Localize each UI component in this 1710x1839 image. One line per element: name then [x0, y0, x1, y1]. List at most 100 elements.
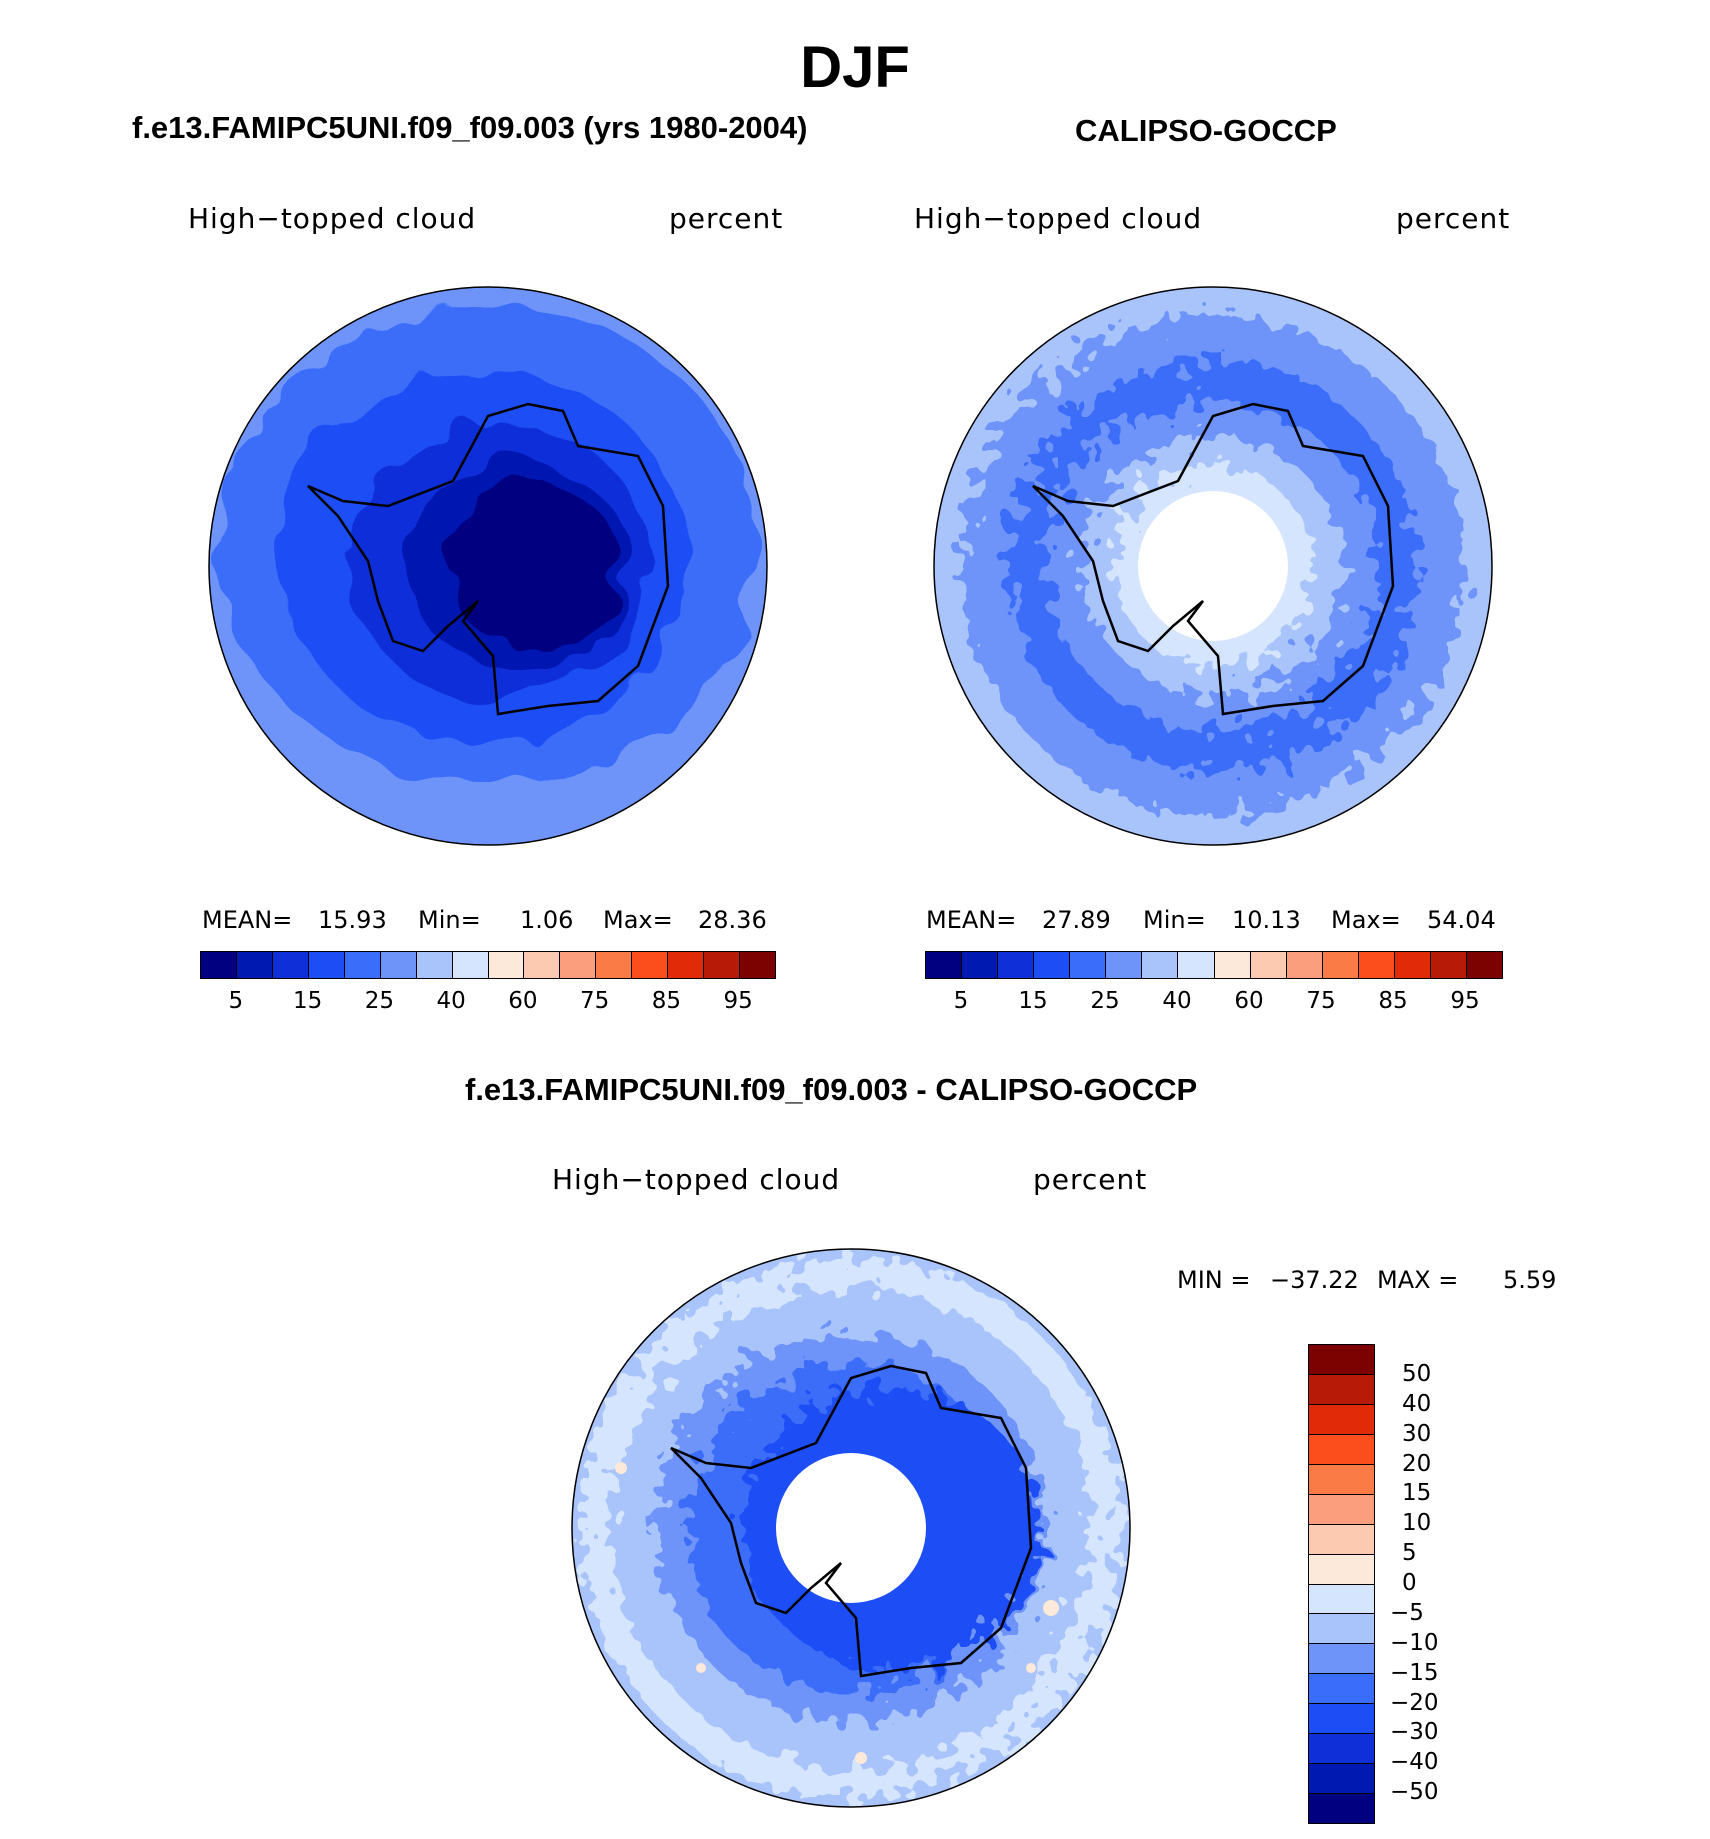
obs-mean-value: 27.89 [1042, 906, 1111, 934]
obs-missing-data-hole [1138, 491, 1288, 641]
model-mean-value: 15.93 [318, 906, 387, 934]
obs-colorbar-swatch [1214, 952, 1251, 978]
diff-max-label: MAX = [1377, 1266, 1459, 1294]
obs-colorbar-swatch [1250, 952, 1287, 978]
diff-colorbar-tick-label: −5 [1390, 1599, 1424, 1626]
diff-colorbar-swatch [1309, 1434, 1374, 1465]
model-colorbar-swatch [272, 952, 309, 978]
diff-colorbar-swatch [1309, 1794, 1374, 1823]
diff-missing-data-hole [776, 1453, 926, 1603]
diff-colorbar-tick-label: 10 [1402, 1510, 1432, 1537]
model-mean-label: MEAN= [202, 906, 293, 934]
model-colorbar-swatch [632, 952, 669, 978]
model-colorbar-tick-label: 60 [508, 988, 538, 1014]
model-colorbar-swatch [524, 952, 561, 978]
obs-colorbar-swatch [1466, 952, 1502, 978]
obs-colorbar-swatch [1286, 952, 1323, 978]
diff-colorbar-tick-label: −50 [1390, 1779, 1439, 1806]
obs-panel-title: CALIPSO-GOCCP [1075, 113, 1337, 148]
model-min-label: Min= [418, 906, 481, 934]
diff-colorbar-tick-label: 0 [1402, 1570, 1417, 1596]
model-variable-label: High−topped cloud [188, 202, 477, 235]
obs-colorbar-swatch [926, 952, 963, 978]
diff-colorbar-swatch [1309, 1614, 1374, 1645]
obs-min-label: Min= [1143, 906, 1206, 934]
antarctica-coastline [307, 402, 670, 716]
diff-min-value: −37.22 [1270, 1266, 1359, 1294]
obs-colorbar-swatch [1322, 952, 1359, 978]
model-polar-map [208, 286, 768, 846]
model-colorbar-tick-label: 5 [228, 988, 244, 1014]
model-colorbar-swatch [452, 952, 489, 978]
obs-colorbar-tick-label: 75 [1306, 988, 1336, 1014]
obs-units-label: percent [1396, 202, 1511, 235]
obs-colorbar-swatch [1178, 952, 1215, 978]
obs-colorbar-swatch [962, 952, 999, 978]
diff-colorbar-swatch [1309, 1345, 1374, 1375]
diff-colorbar-swatch [1309, 1554, 1374, 1585]
model-colorbar [200, 951, 776, 979]
figure-title: DJF [800, 35, 910, 100]
diff-colorbar-swatch [1309, 1524, 1374, 1555]
model-colorbar-swatch [201, 952, 237, 978]
model-units-label: percent [669, 202, 784, 235]
diff-colorbar-swatch [1309, 1494, 1374, 1525]
antarctica-coastline [670, 1364, 1033, 1678]
model-colorbar-swatch [668, 952, 705, 978]
model-colorbar-ticks: 5 15 25 40 60 75 85 95 [200, 988, 774, 1018]
diff-colorbar-swatch [1309, 1644, 1374, 1675]
obs-colorbar-tick-label: 60 [1234, 988, 1264, 1014]
obs-colorbar-swatch [1394, 952, 1431, 978]
model-colorbar-tick-label: 15 [292, 988, 323, 1014]
obs-colorbar-swatch [1034, 952, 1071, 978]
diff-colorbar-tick-label: −10 [1390, 1629, 1439, 1656]
diff-colorbar-ticks: 50 40 30 20 15 10 5 0 −5 −10 −15 −20 −30 −40 −50 [1390, 1344, 1490, 1822]
model-colorbar-swatch [704, 952, 741, 978]
diff-colorbar-tick-label: 20 [1402, 1450, 1432, 1477]
model-colorbar-swatch [308, 952, 345, 978]
diff-colorbar-swatch [1309, 1734, 1374, 1765]
obs-colorbar-swatch [1070, 952, 1107, 978]
obs-colorbar-swatch [1106, 952, 1143, 978]
diff-colorbar-swatch [1309, 1674, 1374, 1705]
obs-colorbar [925, 951, 1503, 979]
model-colorbar-swatch [236, 952, 273, 978]
model-max-label: Max= [603, 906, 673, 934]
model-colorbar-tick-label: 75 [579, 988, 610, 1014]
model-max-value: 28.36 [698, 906, 767, 934]
obs-min-value: 10.13 [1232, 906, 1301, 934]
diff-variable-label: High−topped cloud [552, 1163, 841, 1196]
diff-colorbar-swatch [1309, 1764, 1374, 1795]
diff-colorbar-tick-label: −40 [1390, 1749, 1439, 1776]
obs-variable-label: High−topped cloud [914, 202, 1203, 235]
model-colorbar-swatch [380, 952, 417, 978]
diff-colorbar [1308, 1344, 1375, 1824]
model-colorbar-tick-label: 85 [651, 988, 682, 1014]
model-colorbar-swatch [596, 952, 633, 978]
diff-colorbar-tick-label: −20 [1390, 1689, 1439, 1716]
diff-colorbar-swatch [1309, 1584, 1374, 1615]
antarctica-coastline [1032, 402, 1395, 716]
model-colorbar-tick-label: 25 [364, 988, 395, 1014]
diff-colorbar-tick-label: 30 [1402, 1420, 1432, 1447]
diff-min-label: MIN = [1177, 1266, 1251, 1294]
obs-max-label: Max= [1331, 906, 1401, 934]
obs-polar-map [933, 286, 1493, 846]
model-colorbar-tick-label: 95 [723, 988, 753, 1014]
obs-colorbar-swatch [1358, 952, 1395, 978]
obs-max-value: 54.04 [1427, 906, 1496, 934]
obs-colorbar-ticks: 5 15 25 40 60 75 85 95 [925, 988, 1501, 1018]
diff-polar-map [571, 1248, 1131, 1808]
diff-colorbar-tick-label: 5 [1402, 1540, 1417, 1567]
model-colorbar-swatch [416, 952, 453, 978]
model-colorbar-swatch [488, 952, 525, 978]
model-colorbar-tick-label: 40 [436, 988, 466, 1014]
model-panel-title: f.e13.FAMIPC5UNI.f09_f09.003 (yrs 1980-2… [132, 110, 808, 145]
diff-colorbar-tick-label: 40 [1402, 1390, 1432, 1417]
diff-max-value: 5.59 [1503, 1266, 1557, 1294]
obs-colorbar-tick-label: 95 [1450, 988, 1480, 1014]
obs-colorbar-tick-label: 25 [1090, 988, 1120, 1014]
obs-colorbar-swatch [998, 952, 1035, 978]
obs-colorbar-tick-label: 15 [1018, 988, 1048, 1014]
diff-units-label: percent [1033, 1163, 1148, 1196]
